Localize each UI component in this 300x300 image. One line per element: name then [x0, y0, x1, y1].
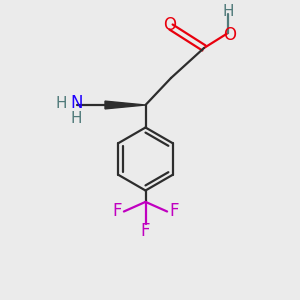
Text: O: O [223, 26, 236, 44]
Text: H: H [56, 96, 67, 111]
Text: F: F [141, 222, 150, 240]
Text: O: O [163, 16, 176, 34]
Polygon shape [105, 101, 146, 109]
Text: F: F [112, 202, 122, 220]
Text: N: N [70, 94, 83, 112]
Text: H: H [222, 4, 234, 20]
Text: F: F [169, 202, 178, 220]
Text: H: H [71, 111, 82, 126]
